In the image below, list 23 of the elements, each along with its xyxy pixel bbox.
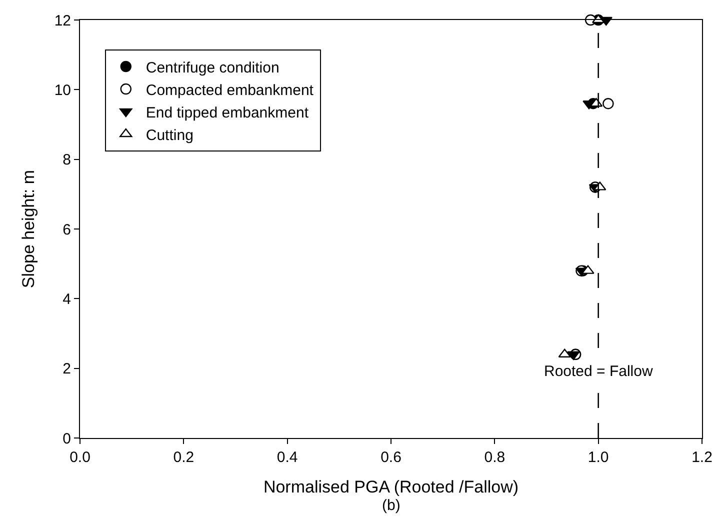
legend-label: Compacted embankment [146,82,314,99]
point [602,98,614,110]
y-tick-label: 4 [62,290,71,308]
y-axis-title: Slope height: m [18,170,38,288]
y-tick-label: 8 [62,152,71,169]
legend-label: End tipped embankment [146,104,310,122]
x-tick-label: 0.4 [276,449,298,466]
y-tick-label: 12 [54,12,71,30]
y-tick-label: 10 [54,82,71,99]
y-tick-label: 6 [62,221,71,238]
x-tick-label: 0.6 [380,449,402,466]
text: (b) [382,497,400,514]
ref-line-label: Rooted = Fallow [544,363,653,380]
x-tick-label: 1.0 [588,449,609,466]
legend-label: Cutting [146,126,194,144]
x-axis-title: Normalised PGA (Rooted /Fallow) [263,477,519,496]
legend-label: Centrifuge condition [146,59,280,76]
x-tick-label: 1.2 [692,449,712,466]
x-tick-label: 0.0 [70,449,90,466]
y-tick-label: 2 [62,360,71,378]
x-tick-label: 0.2 [173,449,194,466]
x-tick-label: 0.8 [484,449,506,466]
y-tick-label: 0 [62,430,71,448]
